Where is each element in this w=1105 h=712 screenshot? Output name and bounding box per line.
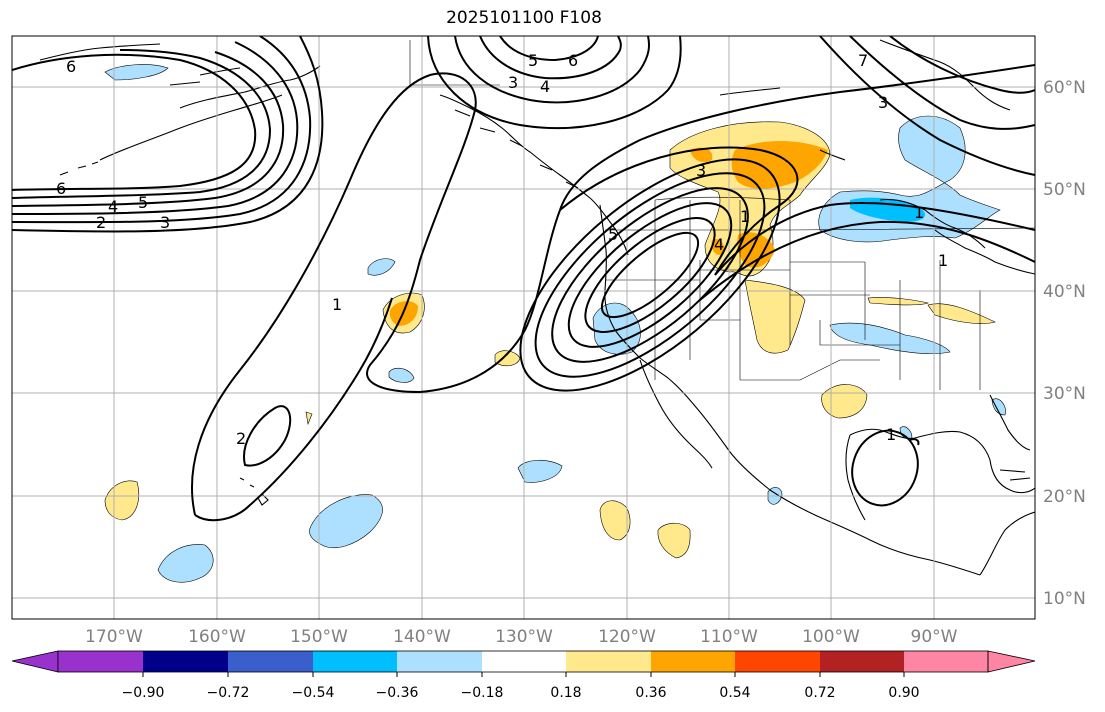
colorbar-tick-label: −0.72: [207, 685, 250, 701]
colorbar-segment: [904, 651, 988, 672]
contour-label: 4: [108, 197, 118, 216]
lon-tick-label: 170°W: [85, 627, 143, 647]
contour-label: 4: [714, 235, 724, 254]
contour-label: 3: [160, 213, 170, 232]
colorbar-segment: [482, 651, 566, 672]
contour-label: 6: [568, 51, 578, 70]
contour-label: 5: [608, 225, 618, 244]
negative-anomaly-region: [829, 322, 951, 354]
negative-anomaly-region: [367, 258, 396, 276]
contour-label: 1: [740, 207, 750, 226]
negative-anomaly-region: [104, 64, 169, 81]
contour-label: 1: [886, 425, 896, 444]
state-borders: [409, 40, 1035, 390]
contour-label: 2: [236, 429, 246, 448]
contour-label: 6: [66, 57, 76, 76]
lon-tick-label: 130°W: [495, 627, 553, 647]
colorbar-tick-labels: −0.90 −0.72 −0.54 −0.36 −0.18 0.18 0.36 0.54 0.7…: [122, 672, 920, 701]
lat-tick-label: 60°N: [1043, 78, 1086, 98]
colorbar-tick-label: −0.18: [461, 685, 504, 701]
contour-label: 5: [528, 51, 538, 70]
contour-label: 2: [96, 213, 106, 232]
colorbar-tick-label: 0.72: [804, 685, 835, 701]
lon-tick-label: 90°W: [911, 627, 958, 647]
positive-anomaly-region: [305, 411, 313, 426]
lon-tick-label: 120°W: [598, 627, 656, 647]
positive-anomaly-region: [657, 522, 691, 559]
lat-tick-label: 50°N: [1043, 180, 1086, 200]
height-contours: [12, 36, 1035, 522]
negative-anomaly-region: [991, 398, 1006, 416]
colorbar-extend-high: [987, 650, 1036, 673]
map-border: [11, 35, 1036, 620]
contour-label: 5: [138, 193, 148, 212]
colorbar-segment: [143, 651, 228, 672]
contour-label: 1: [914, 203, 924, 222]
lat-tick-label: 20°N: [1043, 487, 1086, 507]
colorbar-border: [57, 650, 989, 673]
negative-anomaly-region: [309, 494, 383, 549]
contour-label: 3: [696, 161, 706, 180]
lat-tick-label: 40°N: [1043, 282, 1086, 302]
colorbar-tick-label: 0.90: [888, 685, 919, 701]
latitude-labels: 60°N 50°N 40°N 30°N 20°N 10°N: [1043, 78, 1086, 609]
contour-label: 3: [878, 93, 888, 112]
lon-tick-label: 110°W: [700, 627, 758, 647]
positive-anomaly-region: [599, 500, 631, 541]
negative-anomaly-region: [592, 302, 641, 355]
colorbar-segment: [820, 651, 904, 672]
lat-tick-label: 10°N: [1043, 589, 1086, 609]
contour-label: 1: [332, 295, 342, 314]
negative-anomaly-region: [517, 459, 563, 483]
colorbar-segment: [58, 651, 143, 672]
contour-label: 1: [938, 251, 948, 270]
contour-label: 6: [56, 179, 66, 198]
map-title: 2025101100 F108: [446, 8, 602, 28]
lon-tick-label: 100°W: [802, 627, 860, 647]
contour-label: 3: [508, 73, 518, 92]
colorbar-tick-label: 0.18: [550, 685, 581, 701]
colorbar-segment: [566, 651, 651, 672]
positive-anomaly-region: [104, 480, 140, 521]
colorbar-tick-label: −0.54: [292, 685, 335, 701]
colorbar-segments: [58, 651, 988, 672]
strong-positive-anomaly-region: [731, 141, 828, 189]
negative-anomaly-region: [157, 544, 214, 583]
colorbar-extend-low: [11, 650, 59, 673]
contour-labels: 6 5 3 4 6 6 4 5 2 3 1 2 3 1 4 5 7 3 1 1 …: [56, 51, 948, 448]
colorbar-segment: [651, 651, 735, 672]
contour-label: 4: [540, 77, 550, 96]
negative-anomaly-region: [388, 367, 415, 383]
colorbar-tick-label: −0.90: [122, 685, 165, 701]
lon-tick-label: 160°W: [188, 627, 246, 647]
positive-anomaly-region: [867, 297, 930, 306]
lat-tick-label: 30°N: [1043, 384, 1086, 404]
strong-positive-anomaly-region: [711, 239, 725, 256]
colorbar-segment: [397, 651, 482, 672]
colorbar-segment: [735, 651, 820, 672]
colorbar-segment: [228, 651, 313, 672]
strong-positive-anomaly-region: [690, 147, 713, 162]
lon-tick-label: 150°W: [290, 627, 348, 647]
colorbar-tick-label: 0.54: [719, 685, 750, 701]
contour-label: 7: [858, 51, 868, 70]
colorbar: −0.90 −0.72 −0.54 −0.36 −0.18 0.18 0.36 0.54 0.7…: [11, 650, 1036, 701]
positive-anomaly-region: [927, 303, 996, 324]
colorbar-tick-label: 0.36: [635, 685, 666, 701]
lon-tick-label: 140°W: [393, 627, 451, 647]
longitude-labels: 170°W 160°W 150°W 140°W 130°W 120°W 110°…: [85, 627, 958, 647]
colorbar-segment: [313, 651, 397, 672]
colorbar-tick-label: −0.36: [376, 685, 419, 701]
